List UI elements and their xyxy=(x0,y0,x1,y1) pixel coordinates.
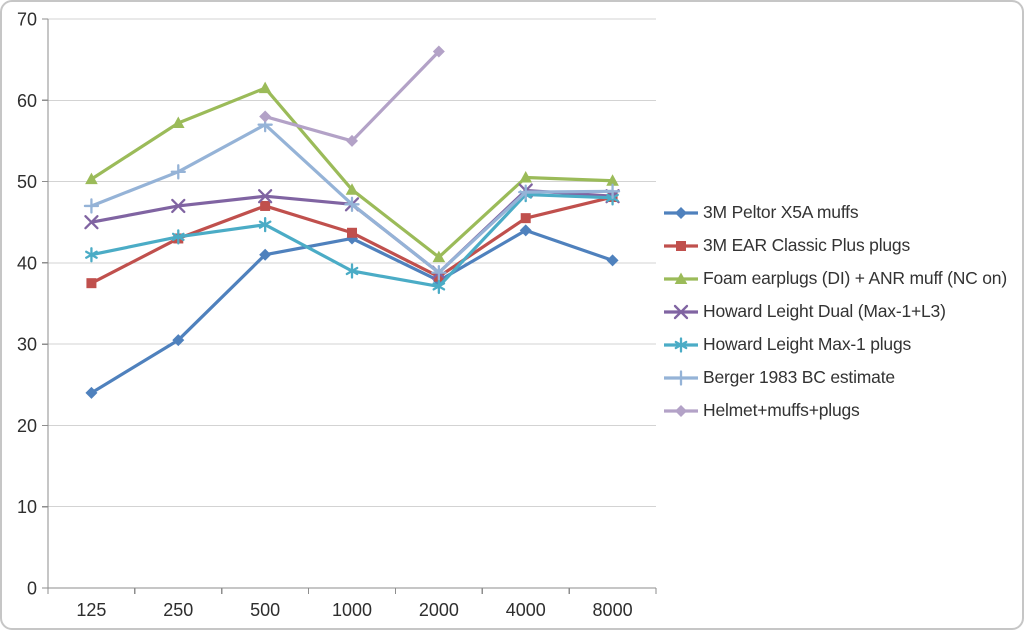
asterisk-marker-icon xyxy=(258,217,272,233)
diamond-marker-icon xyxy=(259,110,272,123)
triangle-marker-icon xyxy=(674,272,688,284)
legend-item-1[interactable]: 3M EAR Classic Plus plugs xyxy=(663,235,1007,256)
x-axis-tick-label: 125 xyxy=(76,600,106,620)
series-5 xyxy=(83,117,621,281)
plus-marker-icon xyxy=(673,369,689,386)
triangle-marker-icon xyxy=(85,172,98,185)
x-axis-tick-label: 8000 xyxy=(593,600,633,620)
triangle-marker-icon xyxy=(432,250,446,263)
gridlines xyxy=(48,18,656,508)
legend-label: Berger 1983 BC estimate xyxy=(703,367,895,387)
x-axis-tick-label: 1000 xyxy=(332,600,372,620)
asterisk-marker-icon xyxy=(85,247,98,263)
plus-marker-icon xyxy=(604,183,621,199)
y-axis-tick-label: 0 xyxy=(27,579,37,599)
legend: 3M Peltor X5A muffs 3M EAR Classic Plus p… xyxy=(663,202,1007,421)
series-6 xyxy=(259,45,445,147)
legend-item-4[interactable]: Howard Leight Max-1 plugs xyxy=(663,334,1007,355)
triangle-marker-icon xyxy=(606,174,619,186)
x-axis-tick-label: 250 xyxy=(163,600,193,620)
axes xyxy=(42,18,657,594)
diamond-marker-icon xyxy=(519,224,532,237)
legend-key-triangle-icon xyxy=(664,272,698,284)
y-axis-tick-label: 50 xyxy=(17,172,37,192)
legend-key-diamond-icon xyxy=(664,206,698,219)
square-marker-icon xyxy=(347,227,357,238)
diamond-marker-icon xyxy=(346,134,358,147)
asterisk-marker-icon xyxy=(674,336,688,353)
x-axis-tick-label: 4000 xyxy=(506,600,546,620)
y-axis-tick-label: 20 xyxy=(17,416,37,436)
diamond-marker-icon xyxy=(432,45,445,58)
triangle-marker-icon xyxy=(519,171,533,183)
asterisk-marker-icon xyxy=(345,263,359,279)
y-axis-tick-label: 10 xyxy=(17,497,37,517)
legend-key-square-icon xyxy=(664,240,698,251)
legend-item-3[interactable]: Howard Leight Dual (Max-1+L3) xyxy=(663,301,1007,322)
x-marker-icon xyxy=(257,189,273,204)
x-axis-tick-label: 2000 xyxy=(419,600,459,620)
y-axis-tick-label: 40 xyxy=(17,253,37,273)
triangle-marker-icon xyxy=(171,116,185,129)
legend-key-plus-icon xyxy=(664,369,698,386)
plus-marker-icon xyxy=(83,198,100,214)
legend-key-asterisk-icon xyxy=(664,336,698,353)
legend-label: Helmet+muffs+plugs xyxy=(703,400,860,420)
square-marker-icon xyxy=(676,240,686,251)
triangle-marker-icon xyxy=(258,81,272,94)
plus-marker-icon xyxy=(170,164,186,180)
plus-marker-icon xyxy=(431,264,447,281)
legend-key-x-icon xyxy=(664,304,698,319)
x-marker-icon xyxy=(84,215,99,230)
triangle-marker-icon xyxy=(345,183,359,195)
legend-item-5[interactable]: Berger 1983 BC estimate xyxy=(663,367,1007,388)
legend-item-6[interactable]: Helmet+muffs+plugs xyxy=(663,400,1007,421)
legend-item-2[interactable]: Foam earplugs (DI) + ANR muff (NC on) xyxy=(663,268,1007,289)
series-2 xyxy=(85,81,619,263)
square-marker-icon xyxy=(520,213,531,224)
asterisk-marker-icon xyxy=(432,278,446,295)
legend-key-diamond-icon xyxy=(664,404,698,417)
square-marker-icon xyxy=(86,278,97,289)
y-axis-tick-label: 60 xyxy=(17,91,37,111)
diamond-marker-icon xyxy=(85,386,98,399)
y-axis-tick-label: 30 xyxy=(17,335,37,355)
legend-item-0[interactable]: 3M Peltor X5A muffs xyxy=(663,202,1007,223)
x-marker-icon xyxy=(673,304,689,319)
diamond-marker-icon xyxy=(172,334,185,347)
legend-label: 3M EAR Classic Plus plugs xyxy=(703,235,911,255)
legend-label: Foam earplugs (DI) + ANR muff (NC on) xyxy=(703,268,1007,288)
asterisk-marker-icon xyxy=(171,229,185,245)
x-marker-icon xyxy=(171,198,186,214)
diamond-marker-icon xyxy=(606,254,619,267)
diamond-marker-icon xyxy=(259,248,272,261)
plus-marker-icon xyxy=(518,184,534,200)
y-axis-tick-label: 70 xyxy=(17,10,37,30)
diamond-marker-icon xyxy=(675,206,687,219)
plus-marker-icon xyxy=(344,196,360,212)
legend-label: Howard Leight Max-1 plugs xyxy=(703,334,912,354)
legend-label: Howard Leight Dual (Max-1+L3) xyxy=(703,301,946,321)
square-marker-icon xyxy=(260,200,271,211)
series-0 xyxy=(85,224,619,399)
diamond-marker-icon xyxy=(675,404,687,417)
legend-label: 3M Peltor X5A muffs xyxy=(703,202,859,222)
x-axis-tick-label: 500 xyxy=(250,600,280,620)
